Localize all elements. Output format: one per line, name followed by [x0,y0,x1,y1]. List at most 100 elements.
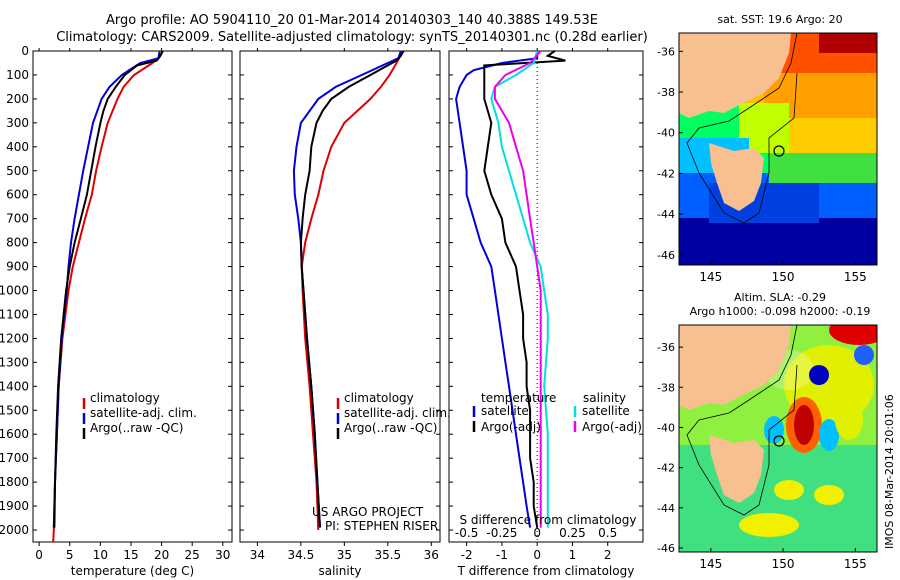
legend-heading-temperature: temperature [481,391,556,405]
sla-map-title-2: Argo h1000: -0.098 h2000: -0.19 [690,305,871,318]
sla-map [679,325,877,552]
sst-map [679,33,877,265]
y-tick-label: 500 [6,164,29,178]
lat-tick-label: -46 [657,542,675,555]
legend-heading-salinity: salinity [583,391,626,405]
y-tick-label: 800 [6,236,29,250]
legend-label-argo: Argo(..raw -QC) [90,421,183,435]
x-tick-label: 5 [66,548,74,562]
sst-map-title: sat. SST: 19.6 Argo: 20 [717,13,842,26]
y-tick-label: 200 [6,92,29,106]
sst-map-ticks: -36 -38 -40 -42 -44 -46 145 150 155 [657,45,867,284]
lon-tick-label: 145 [699,557,722,571]
difference-legend: temperature salinity satellite Argo(-adj… [472,391,642,434]
x-tick-label: 35 [337,548,352,562]
x-tick-label: 35.5 [374,548,401,562]
top-tick-label: -0.5 [455,526,478,540]
y-tick-label: 1700 [0,451,29,465]
legend-label-temp-satellite: satellite [481,404,529,418]
temperature-legend: climatology satellite-adj. clim. Argo(..… [82,391,197,439]
y-tick-label: 1000 [0,284,29,298]
legend-label-temp-argo: Argo(-adj) [481,420,541,434]
y-tick-label: 600 [6,188,29,202]
x-tick-label: 34.5 [288,548,315,562]
x-tick-label: 25 [185,548,200,562]
lat-tick-label: -38 [657,381,675,394]
y-tick-label: 100 [6,68,29,82]
legend-label-sal-argo: Argo(-adj) [582,420,642,434]
series-line-temperature-satellite [455,51,539,528]
x-axis-label: T difference from climatology [457,564,635,578]
x-tick-label: 2 [604,548,612,562]
sla-map-frame [678,324,878,553]
lat-tick-label: -44 [657,502,675,515]
x-axis-label: salinity [318,564,361,578]
lat-tick-label: -36 [657,45,675,58]
sla-map-title-1: Altim. SLA: -0.29 [734,291,826,304]
chart-title-line1: Argo profile: AO 5904110_20 01-Mar-2014 … [106,13,598,28]
legend-label-satellite: satellite-adj. clim. [90,406,197,420]
lon-tick-label: 155 [844,270,867,284]
top-axis-label: S difference from climatology [460,513,637,527]
y-tick-label: 300 [6,116,29,130]
temperature-profile-axes: 0 5 10 15 20 25 300100200300400500600700800900… [0,44,233,578]
x-tick-label: 10 [93,548,108,562]
lat-tick-label: -46 [657,249,675,262]
y-tick-label: 2000 [0,523,29,537]
lat-tick-label: -44 [657,208,675,221]
lat-tick-label: -40 [657,127,675,140]
x-tick-label: -1 [496,548,508,562]
x-tick-label: 20 [154,548,169,562]
lat-tick-label: -42 [657,167,675,180]
salinity-profile-axes: 34 34.5 35 35.5 36 salinity [239,48,441,578]
top-tick-label: 0 [533,526,541,540]
y-tick-label: 1500 [0,403,29,417]
series-line-climatology [300,50,402,531]
y-tick-label: 1300 [0,355,29,369]
salinity-legend: climatology satellite-adj. clim. Argo(..… [336,391,451,439]
x-tick-label: -2 [461,548,473,562]
chart-title-line2: Climatology: CARS2009. Satellite-adjuste… [56,30,648,45]
y-tick-label: 1900 [0,499,29,513]
series-line-salinity-argo-adj- [493,50,542,528]
y-tick-label: 0 [21,44,29,58]
credit-pi: PI: STEPHEN RISER [325,519,438,533]
y-tick-label: 1200 [0,331,29,345]
sla-map-ticks: -36 -38 -40 -42 -44 -46 145 150 155 [657,341,867,571]
series-line-climatology [52,50,161,543]
y-tick-label: 1100 [0,307,29,321]
axes-frame [239,50,441,543]
argo-location-marker [773,145,785,157]
y-tick-label: 900 [6,260,29,274]
lat-tick-label: -40 [657,421,675,434]
x-tick-label: 0 [533,548,541,562]
y-tick-label: 1400 [0,379,29,393]
series-line-argo-raw-qc- [299,50,405,528]
lat-tick-label: -36 [657,341,675,354]
imos-timestamp: IMOS 08-Mar-2014 20:01:06 [883,394,896,549]
lon-tick-label: 150 [772,557,795,571]
series-line-satellite-adj-clim- [292,50,402,528]
lon-tick-label: 150 [772,270,795,284]
mainland-shape [679,33,791,118]
credit-project: US ARGO PROJECT [312,505,424,519]
lat-tick-label: -38 [657,86,675,99]
top-tick-label: -0.25 [486,526,517,540]
legend-label-argo: Argo(..raw -QC) [344,421,437,435]
series-line-temperature-argo-adj- [483,50,566,528]
legend-label-sal-satellite: satellite [582,404,630,418]
top-tick-label: 0.25 [559,526,586,540]
x-tick-label: 15 [123,548,138,562]
top-tick-label: 0.5 [598,526,617,540]
y-tick-label: 1600 [0,427,29,441]
x-tick-label: 0 [35,548,43,562]
x-tick-label: 34 [250,548,265,562]
axes-frame [32,50,233,543]
x-tick-label: 30 [215,548,230,562]
lat-tick-label: -42 [657,462,675,475]
legend-label-satellite: satellite-adj. clim. [344,406,451,420]
difference-profile-axes: -2 -1 0 1 2 -0.5 -0.25 0 0.25 0.5 T difference fro… [448,48,644,578]
lon-tick-label: 145 [699,270,722,284]
argo-location-marker [773,435,785,447]
